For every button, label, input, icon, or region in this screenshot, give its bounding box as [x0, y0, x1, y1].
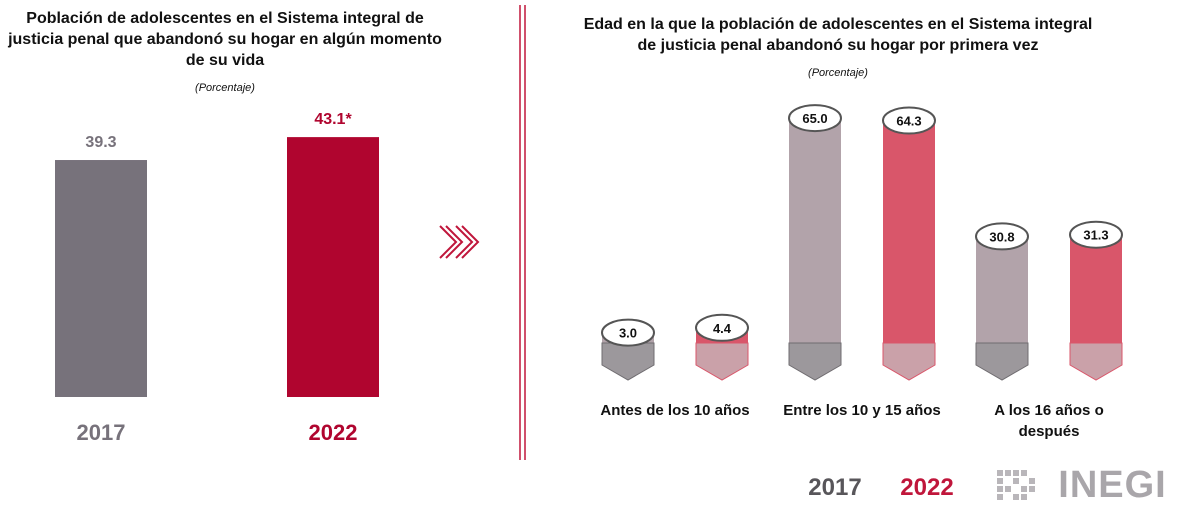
bar-cap: [882, 106, 936, 135]
chart-title: Población de adolescentes en el Sistema …: [8, 10, 442, 69]
bar: [55, 160, 147, 397]
bar-cap: [788, 104, 842, 133]
bar: [287, 137, 379, 397]
category-label: A los 16 años o después: [994, 402, 1104, 440]
bar-base: [975, 342, 1029, 381]
legend-entry: 2022: [900, 474, 954, 501]
category-label: 2017: [76, 420, 126, 445]
value-label: 64.3: [896, 114, 921, 129]
value-label: 39.3: [85, 134, 117, 152]
bar-cap: [695, 313, 749, 342]
bar: [1070, 234, 1122, 343]
bar-cap: [601, 318, 655, 347]
chart-subtitle: (Porcentaje): [195, 82, 255, 94]
bar-cap: [975, 222, 1029, 251]
bar-base: [695, 342, 749, 381]
logo-icon: [997, 470, 1035, 500]
chevrons: [439, 225, 480, 259]
bar: [789, 118, 841, 343]
value-label: 4.4: [713, 321, 732, 336]
bar-base: [601, 342, 655, 381]
chart-title: Edad en la que la población de adolescen…: [583, 16, 1093, 54]
value-label: 3.0: [619, 326, 637, 341]
bar: [883, 120, 935, 343]
bar-cap: [1069, 220, 1123, 249]
bar-base: [1069, 342, 1123, 381]
category-label: Entre los 10 y 15 años: [783, 402, 941, 419]
value-label: 43.1*: [314, 111, 352, 129]
category-label: Antes de los 10 años: [600, 402, 750, 419]
logo: INEGI: [1058, 464, 1167, 506]
chart-subtitle: (Porcentaje): [808, 67, 868, 79]
category-label: 2022: [308, 420, 358, 445]
legend-entry: 2017: [808, 474, 862, 501]
value-label: 30.8: [989, 229, 1014, 244]
value-label: 31.3: [1083, 228, 1108, 243]
bar-base: [788, 342, 842, 381]
value-label: 65.0: [802, 111, 827, 126]
bar-base: [882, 342, 936, 381]
bar: [976, 236, 1028, 343]
